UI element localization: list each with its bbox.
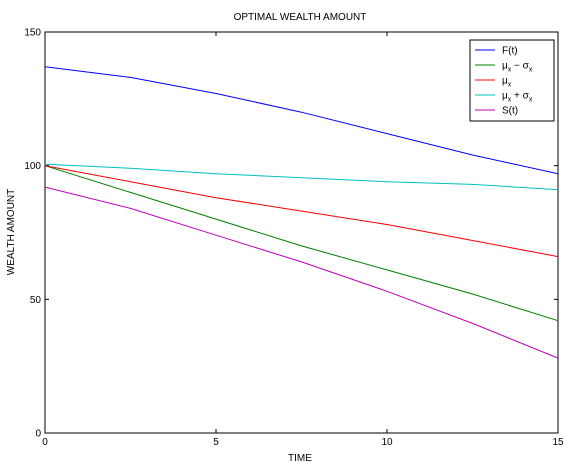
x-axis-label: TIME bbox=[288, 453, 312, 463]
y-tick-label-0: 0 bbox=[35, 429, 41, 440]
series-line-4 bbox=[44, 186, 559, 359]
plot-area bbox=[44, 31, 559, 434]
legend-label-3: μx + σx bbox=[502, 91, 533, 104]
series-line-3 bbox=[44, 163, 559, 191]
series-line-1 bbox=[44, 165, 559, 322]
series-line-2 bbox=[44, 165, 559, 258]
x-tick-label-0: 0 bbox=[42, 437, 48, 448]
legend: F(t) μx − σx μx μx + σx S(t) bbox=[469, 39, 555, 122]
y-tick-label-2: 100 bbox=[24, 161, 41, 172]
y-axis: 0 50 100 150 bbox=[24, 28, 558, 440]
legend-label-1: μx − σx bbox=[502, 61, 533, 74]
x-tick-label-2: 10 bbox=[381, 437, 393, 448]
series-lines bbox=[44, 66, 559, 359]
y-tick-label-3: 150 bbox=[24, 28, 41, 39]
legend-label-2: μx bbox=[502, 76, 512, 89]
x-axis: 0 5 10 15 bbox=[42, 32, 564, 448]
legend-label-4: S(t) bbox=[502, 106, 518, 117]
x-tick-label-3: 15 bbox=[552, 437, 564, 448]
legend-label-0: F(t) bbox=[502, 46, 518, 57]
y-tick-label-1: 50 bbox=[30, 295, 42, 306]
chart-title: OPTIMAL WEALTH AMOUNT bbox=[234, 12, 367, 23]
x-tick-label-1: 5 bbox=[213, 437, 219, 448]
y-axis-label: WEALTH AMOUNT bbox=[6, 189, 17, 275]
series-line-0 bbox=[44, 66, 559, 175]
